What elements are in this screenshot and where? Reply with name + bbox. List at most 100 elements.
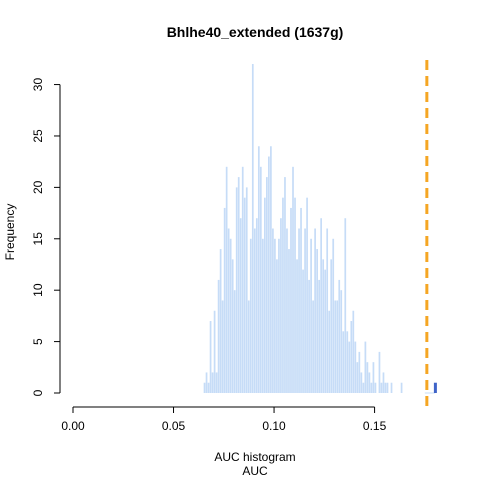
histogram-bar xyxy=(372,362,375,393)
histogram-bar xyxy=(280,218,282,393)
x-tick-label: 0.00 xyxy=(61,419,85,433)
histogram-bar xyxy=(364,341,367,393)
histogram-bar xyxy=(324,269,327,394)
histogram-bar xyxy=(374,382,377,393)
histogram-bar xyxy=(368,372,371,393)
histogram-bar xyxy=(245,187,248,394)
y-axis-label: Frequency xyxy=(3,204,17,261)
histogram-bar xyxy=(239,218,242,393)
histogram-bar xyxy=(223,207,226,393)
histogram-bar xyxy=(264,197,266,393)
histogram-bar xyxy=(237,177,240,393)
x-tick-label: 0.05 xyxy=(162,419,186,433)
histogram-bar xyxy=(366,362,369,393)
histogram-bar xyxy=(243,197,246,393)
histogram-bar xyxy=(356,362,359,393)
histogram-bar xyxy=(215,372,218,393)
histogram-bar xyxy=(259,166,262,393)
highlight-bar xyxy=(433,382,437,393)
histogram-bar xyxy=(360,372,363,393)
histogram-bar xyxy=(354,341,357,393)
histogram-bar xyxy=(314,228,316,393)
histogram-bar xyxy=(370,382,373,393)
histogram-bar xyxy=(225,166,228,393)
histogram-bar xyxy=(247,300,250,393)
histogram-bar xyxy=(221,300,224,393)
y-tick-label: 10 xyxy=(31,283,45,297)
histogram-bar xyxy=(235,187,238,394)
y-axis: 0 5 10 15 20 25 30 xyxy=(31,78,61,396)
histogram-bar xyxy=(278,238,280,393)
x-tick-label: 0.10 xyxy=(262,419,286,433)
y-tick-label: 15 xyxy=(31,232,45,246)
histogram-bar xyxy=(207,382,210,393)
histogram-bar xyxy=(330,259,333,393)
histogram-bar xyxy=(241,166,244,393)
histogram-bar xyxy=(300,207,302,393)
histogram-bar xyxy=(318,279,320,393)
y-tick-label: 30 xyxy=(31,78,45,92)
histogram-bar xyxy=(312,300,314,393)
histogram-bar xyxy=(308,279,310,393)
histogram-bar xyxy=(229,238,232,393)
histogram-bar xyxy=(320,218,322,393)
histogram-bar xyxy=(352,310,355,393)
histogram-bar xyxy=(386,382,389,393)
histogram-bar xyxy=(211,372,214,393)
histogram-bar xyxy=(338,279,341,393)
y-tick-label: 5 xyxy=(31,338,45,345)
histogram-bar xyxy=(332,238,335,393)
histogram-bar xyxy=(257,146,260,393)
histogram-bar xyxy=(209,321,212,393)
histogram-bar xyxy=(382,372,385,393)
histogram-bar xyxy=(203,382,206,393)
histogram-bar xyxy=(249,238,252,393)
histogram-bar xyxy=(284,177,286,393)
histogram-bar xyxy=(276,259,278,393)
histogram-bar xyxy=(340,290,343,393)
histogram-bar xyxy=(219,249,222,393)
y-tick-label: 25 xyxy=(31,129,45,143)
histogram-bar xyxy=(306,197,308,393)
histogram-bar xyxy=(384,382,387,393)
histogram-bar xyxy=(298,228,300,393)
histogram-bar xyxy=(342,331,345,393)
x-axis-label: AUC histogram xyxy=(214,450,295,464)
histogram-bar xyxy=(304,228,306,393)
histogram-bar xyxy=(336,300,339,393)
histogram-bar xyxy=(378,351,381,394)
x-tick-label: 0.15 xyxy=(363,419,387,433)
histogram-bar xyxy=(292,166,294,393)
histogram-bar xyxy=(334,300,337,393)
histogram-bar xyxy=(290,207,292,393)
histogram-bar xyxy=(217,279,220,393)
histogram-bar xyxy=(266,177,268,393)
histogram-bar xyxy=(288,249,290,393)
histogram-bar xyxy=(350,321,353,393)
histogram-bar xyxy=(390,382,393,393)
histogram-bar xyxy=(233,290,236,393)
histogram-bar xyxy=(282,197,284,393)
histogram-bar xyxy=(326,228,329,393)
y-tick-label: 0 xyxy=(31,389,45,396)
x-axis-sublabel: AUC xyxy=(242,464,268,478)
histogram-bar xyxy=(346,331,349,393)
highlight-bars xyxy=(424,382,437,394)
histogram-bar xyxy=(302,269,304,394)
histogram-bar xyxy=(294,197,296,393)
y-tick-label: 20 xyxy=(31,180,45,194)
chart-title: Bhlhe40_extended (1637g) xyxy=(167,24,344,40)
histogram-bar xyxy=(362,382,365,393)
histogram-bar xyxy=(205,372,208,393)
histogram-bar xyxy=(231,259,234,393)
histogram-bar xyxy=(286,228,288,393)
histogram-bar xyxy=(296,259,298,393)
histogram-bar xyxy=(255,218,258,393)
histogram-bar xyxy=(316,249,318,393)
histogram-bar xyxy=(328,310,331,393)
x-axis: 0.00 0.05 0.10 0.15 xyxy=(61,406,387,433)
histogram-bar xyxy=(272,228,274,393)
histogram-bar xyxy=(344,218,347,393)
